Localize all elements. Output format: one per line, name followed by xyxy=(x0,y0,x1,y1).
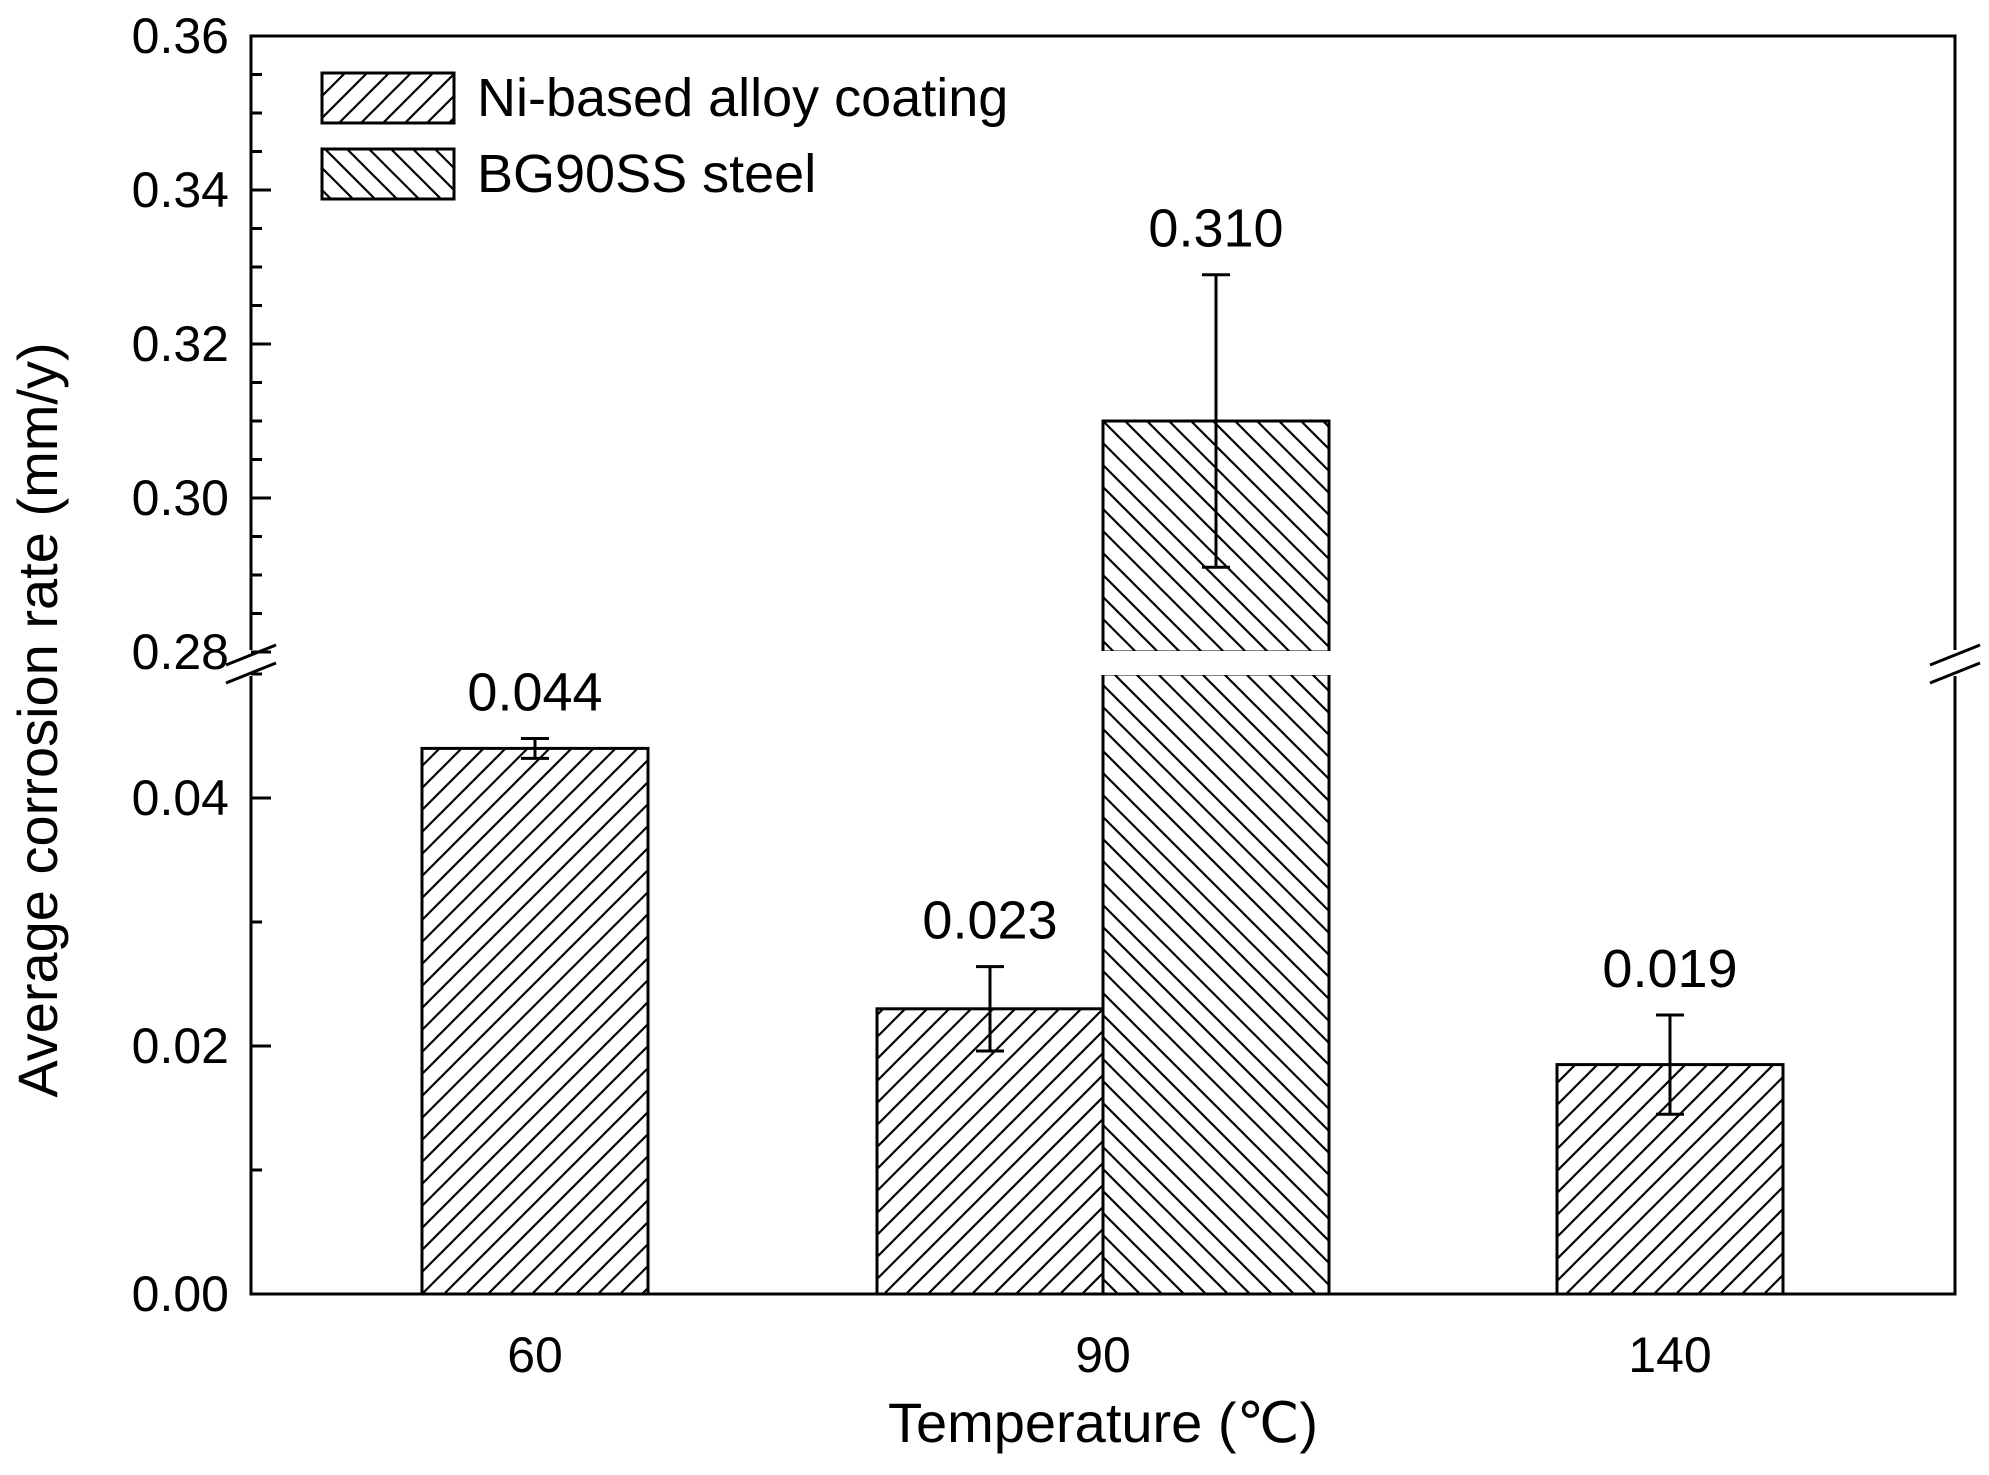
y-tick-label: 0.04 xyxy=(132,770,229,826)
y-axis-title: Average corrosion rate (mm/y) xyxy=(6,342,69,1097)
legend-swatch-ni-coating xyxy=(320,71,456,125)
error-bars xyxy=(521,273,1684,1116)
legend-label-ni-coating: Ni-based alloy coating xyxy=(477,68,1008,128)
bar-90-bg90ss-steel-lower xyxy=(1101,672,1331,1296)
y-tick-label: 0.02 xyxy=(132,1018,229,1074)
x-tick-label: 90 xyxy=(1075,1327,1131,1383)
y-axis-tick-labels: 0.00 0.02 0.04 0.28 0.30 0.32 0.34 0.36 xyxy=(132,8,229,1322)
y-tick-label: 0.00 xyxy=(132,1266,229,1322)
x-tick-label: 60 xyxy=(507,1327,563,1383)
y-axis-ticks xyxy=(251,34,271,1296)
legend-swatch-bg90ss-steel xyxy=(320,147,456,201)
y-tick-label: 0.28 xyxy=(132,624,229,680)
data-label: 0.044 xyxy=(467,662,602,722)
bar-60-ni-based-alloy-coating xyxy=(420,746,650,1296)
data-label: 0.019 xyxy=(1602,939,1737,999)
data-labels: 0.044 0.023 0.310 0.019 xyxy=(467,199,1737,999)
y-tick-label: 0.30 xyxy=(132,470,229,526)
data-label: 0.023 xyxy=(922,891,1057,951)
legend: Ni-based alloy coating BG90SS steel xyxy=(320,68,1008,204)
bar-90-ni-based-alloy-coating xyxy=(875,1007,1105,1296)
x-axis-tick-labels: 60 90 140 xyxy=(507,1327,1712,1383)
y-tick-label: 0.36 xyxy=(132,8,229,64)
bars xyxy=(420,419,1785,1296)
x-axis-title: Temperature (℃) xyxy=(888,1391,1318,1454)
data-label: 0.310 xyxy=(1148,199,1283,259)
x-tick-label: 140 xyxy=(1628,1327,1711,1383)
y-tick-label: 0.34 xyxy=(132,162,229,218)
y-tick-label: 0.32 xyxy=(132,316,229,372)
legend-label-bg90ss-steel: BG90SS steel xyxy=(477,144,816,204)
bar-90-bg90ss-steel-break xyxy=(1100,651,1332,675)
